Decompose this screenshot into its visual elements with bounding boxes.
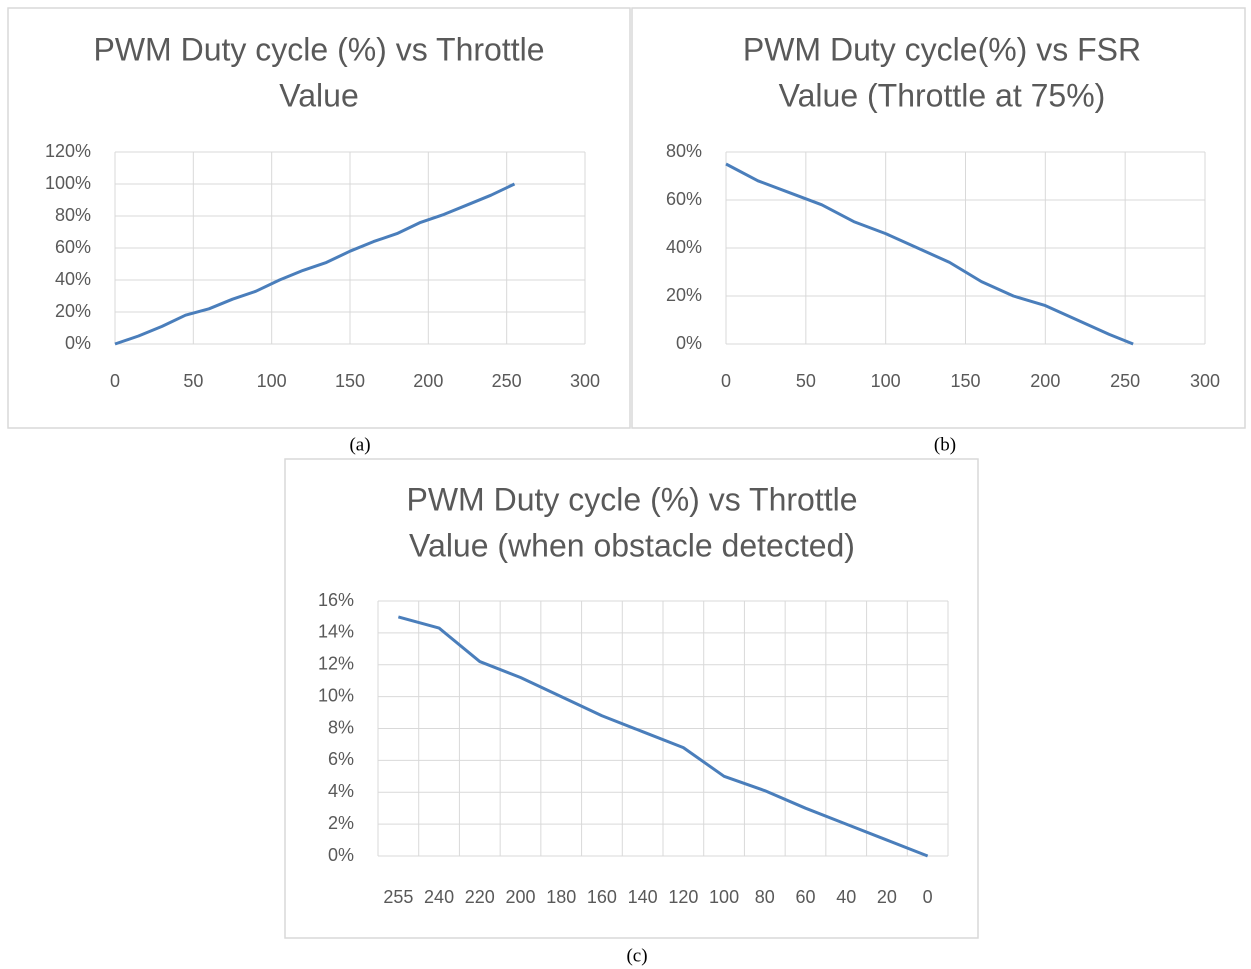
- x-tick-label: 160: [587, 887, 617, 907]
- y-tick-label: 60%: [55, 237, 91, 257]
- x-tick-label: 255: [383, 887, 413, 907]
- y-tick-label: 0%: [65, 333, 91, 353]
- x-tick-label: 250: [1110, 371, 1140, 391]
- x-tick-label: 120: [668, 887, 698, 907]
- x-tick-label: 100: [709, 887, 739, 907]
- y-tick-label: 60%: [666, 189, 702, 209]
- y-tick-label: 80%: [666, 141, 702, 161]
- x-tick-label: 150: [950, 371, 980, 391]
- y-tick-label: 40%: [666, 237, 702, 257]
- chart-title: Value: [279, 77, 358, 113]
- x-tick-label: 0: [721, 371, 731, 391]
- x-tick-label: 80: [755, 887, 775, 907]
- x-tick-label: 140: [628, 887, 658, 907]
- data-line: [114, 182, 516, 346]
- chart-title: Value (when obstacle detected): [409, 527, 855, 563]
- x-tick-label: 240: [424, 887, 454, 907]
- x-tick-label: 0: [110, 371, 120, 391]
- y-tick-label: 0%: [676, 333, 702, 353]
- y-tick-label: 120%: [45, 141, 91, 161]
- x-tick-label: 50: [183, 371, 203, 391]
- y-tick-label: 100%: [45, 173, 91, 193]
- y-tick-label: 16%: [318, 590, 354, 610]
- chart-title: PWM Duty cycle(%) vs FSR: [743, 31, 1141, 67]
- x-tick-label: 100: [871, 371, 901, 391]
- y-tick-label: 12%: [318, 654, 354, 674]
- x-tick-label: 300: [570, 371, 600, 391]
- x-tick-label: 200: [505, 887, 535, 907]
- x-tick-label: 300: [1190, 371, 1220, 391]
- chart-frame: [284, 458, 979, 939]
- y-tick-label: 4%: [328, 781, 354, 801]
- chart-frame: [7, 7, 631, 429]
- caption: (a): [349, 434, 370, 455]
- y-tick-label: 10%: [318, 685, 354, 705]
- y-tick-label: 8%: [328, 717, 354, 737]
- y-tick-label: 80%: [55, 205, 91, 225]
- x-tick-label: 200: [1030, 371, 1060, 391]
- y-tick-label: 40%: [55, 269, 91, 289]
- y-tick-label: 20%: [55, 301, 91, 321]
- y-tick-label: 6%: [328, 749, 354, 769]
- x-tick-label: 100: [257, 371, 287, 391]
- x-tick-label: 200: [413, 371, 443, 391]
- x-tick-label: 220: [465, 887, 495, 907]
- data-line: [397, 615, 929, 858]
- x-tick-label: 250: [492, 371, 522, 391]
- caption: (b): [934, 434, 956, 455]
- x-tick-label: 50: [796, 371, 816, 391]
- caption: (c): [626, 945, 647, 966]
- chart-frame: [631, 7, 1246, 429]
- x-tick-label: 0: [923, 887, 933, 907]
- y-tick-label: 2%: [328, 813, 354, 833]
- x-tick-label: 40: [836, 887, 856, 907]
- x-tick-label: 150: [335, 371, 365, 391]
- y-tick-label: 20%: [666, 285, 702, 305]
- chart-title: PWM Duty cycle (%) vs Throttle: [93, 31, 544, 67]
- chart-title: PWM Duty cycle (%) vs Throttle: [406, 481, 857, 517]
- y-tick-label: 0%: [328, 845, 354, 865]
- x-tick-label: 20: [877, 887, 897, 907]
- x-tick-label: 180: [546, 887, 576, 907]
- x-tick-label: 60: [795, 887, 815, 907]
- data-line: [725, 162, 1134, 346]
- y-tick-label: 14%: [318, 622, 354, 642]
- chart-title: Value (Throttle at 75%): [779, 77, 1106, 113]
